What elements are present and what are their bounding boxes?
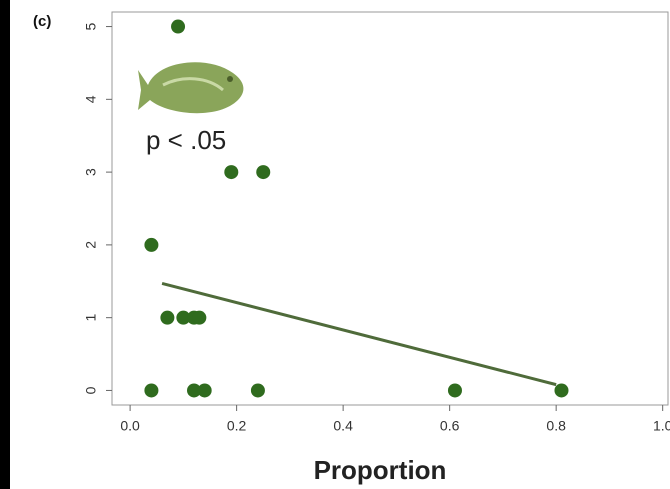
point [192, 310, 207, 325]
point [447, 383, 462, 398]
point [256, 165, 271, 180]
point [144, 383, 159, 398]
panel-label: (c) [33, 13, 51, 30]
plot-frame [111, 11, 669, 406]
y-tick-label: 1 [83, 314, 99, 322]
point [176, 310, 191, 325]
x-tick-label: 0.0 [120, 418, 140, 434]
point [160, 310, 175, 325]
x-tick-label: 0.2 [227, 418, 247, 434]
trend-line [161, 282, 557, 387]
left-strip [0, 0, 10, 489]
x-tick-label: 0.4 [333, 418, 353, 434]
y-tick-label: 0 [83, 386, 99, 394]
x-tick-label: 0.8 [546, 418, 566, 434]
point [224, 165, 239, 180]
y-tick-label: 3 [83, 168, 99, 176]
fish-icon [138, 62, 244, 114]
point [187, 383, 202, 398]
x-tick-label: 1.0 [653, 418, 670, 434]
y-tick-label: 5 [83, 22, 99, 30]
point [144, 237, 159, 252]
point [250, 383, 265, 398]
y-tick-label: 2 [83, 241, 99, 249]
annotation: p < .05 [146, 125, 226, 155]
point [197, 383, 212, 398]
x-tick-label: 0.6 [440, 418, 460, 434]
point [554, 383, 569, 398]
y-tick-label: 4 [83, 95, 99, 103]
point [171, 19, 186, 34]
x-axis-label: Proportion [314, 455, 447, 485]
